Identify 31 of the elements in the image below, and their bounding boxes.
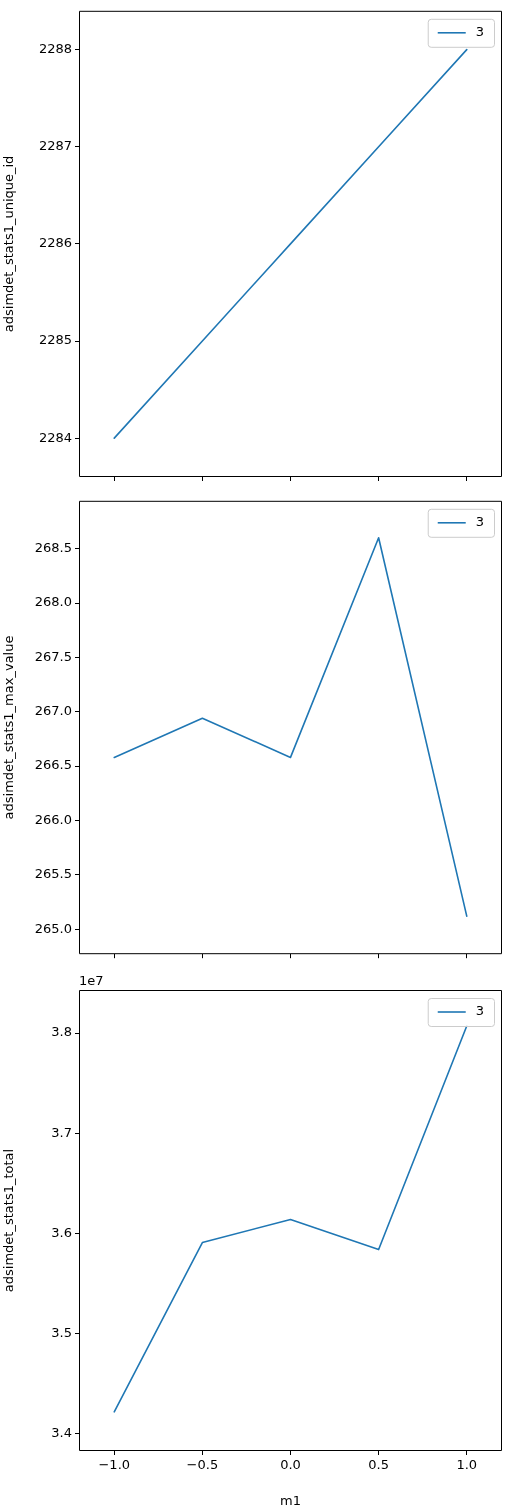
y-tick-label: 2284	[38, 429, 72, 445]
x-tick-label: 0.0	[280, 1457, 301, 1473]
y-tick-label: 2285	[38, 332, 72, 348]
y-axis-title: adsimdet_stats1_total	[1, 1148, 17, 1293]
y-tick-label: 3.6	[51, 1224, 72, 1240]
x-axis-title: m1	[280, 1492, 301, 1508]
legend-label: 3	[475, 24, 485, 40]
x-tick-label: 0.5	[368, 1457, 389, 1473]
y-tick-label: 268.0	[34, 594, 72, 610]
x-tick-label: −0.5	[186, 1457, 219, 1473]
y-tick-label: 266.0	[34, 811, 72, 827]
y-tick-label: 265.5	[34, 866, 72, 882]
y-tick-label: 2288	[38, 41, 72, 57]
legend-label: 3	[475, 514, 485, 530]
x-tick-label: −1.0	[98, 1457, 131, 1473]
y-tick-label: 266.5	[34, 757, 72, 773]
y-tick-label: 267.0	[34, 703, 72, 719]
y-tick-label: 2286	[38, 235, 72, 251]
y-tick-label: 3.8	[51, 1024, 72, 1040]
y-tick-label: 268.5	[34, 540, 72, 556]
y-tick-label: 2287	[38, 138, 72, 154]
y-axis-title: adsimdet_stats1_unique_id	[1, 155, 17, 333]
y-tick-label: 265.0	[34, 920, 72, 936]
y-axis-title: adsimdet_stats1_max_value	[1, 635, 17, 820]
y-tick-label: 3.4	[51, 1425, 72, 1441]
text: 1e7	[79, 972, 104, 988]
y-tick-label: 3.5	[51, 1325, 72, 1341]
y-tick-label: 267.5	[34, 648, 72, 664]
x-tick-label: 1.0	[456, 1457, 478, 1473]
y-tick-label: 3.7	[51, 1124, 72, 1140]
legend-label: 3	[475, 1003, 485, 1019]
